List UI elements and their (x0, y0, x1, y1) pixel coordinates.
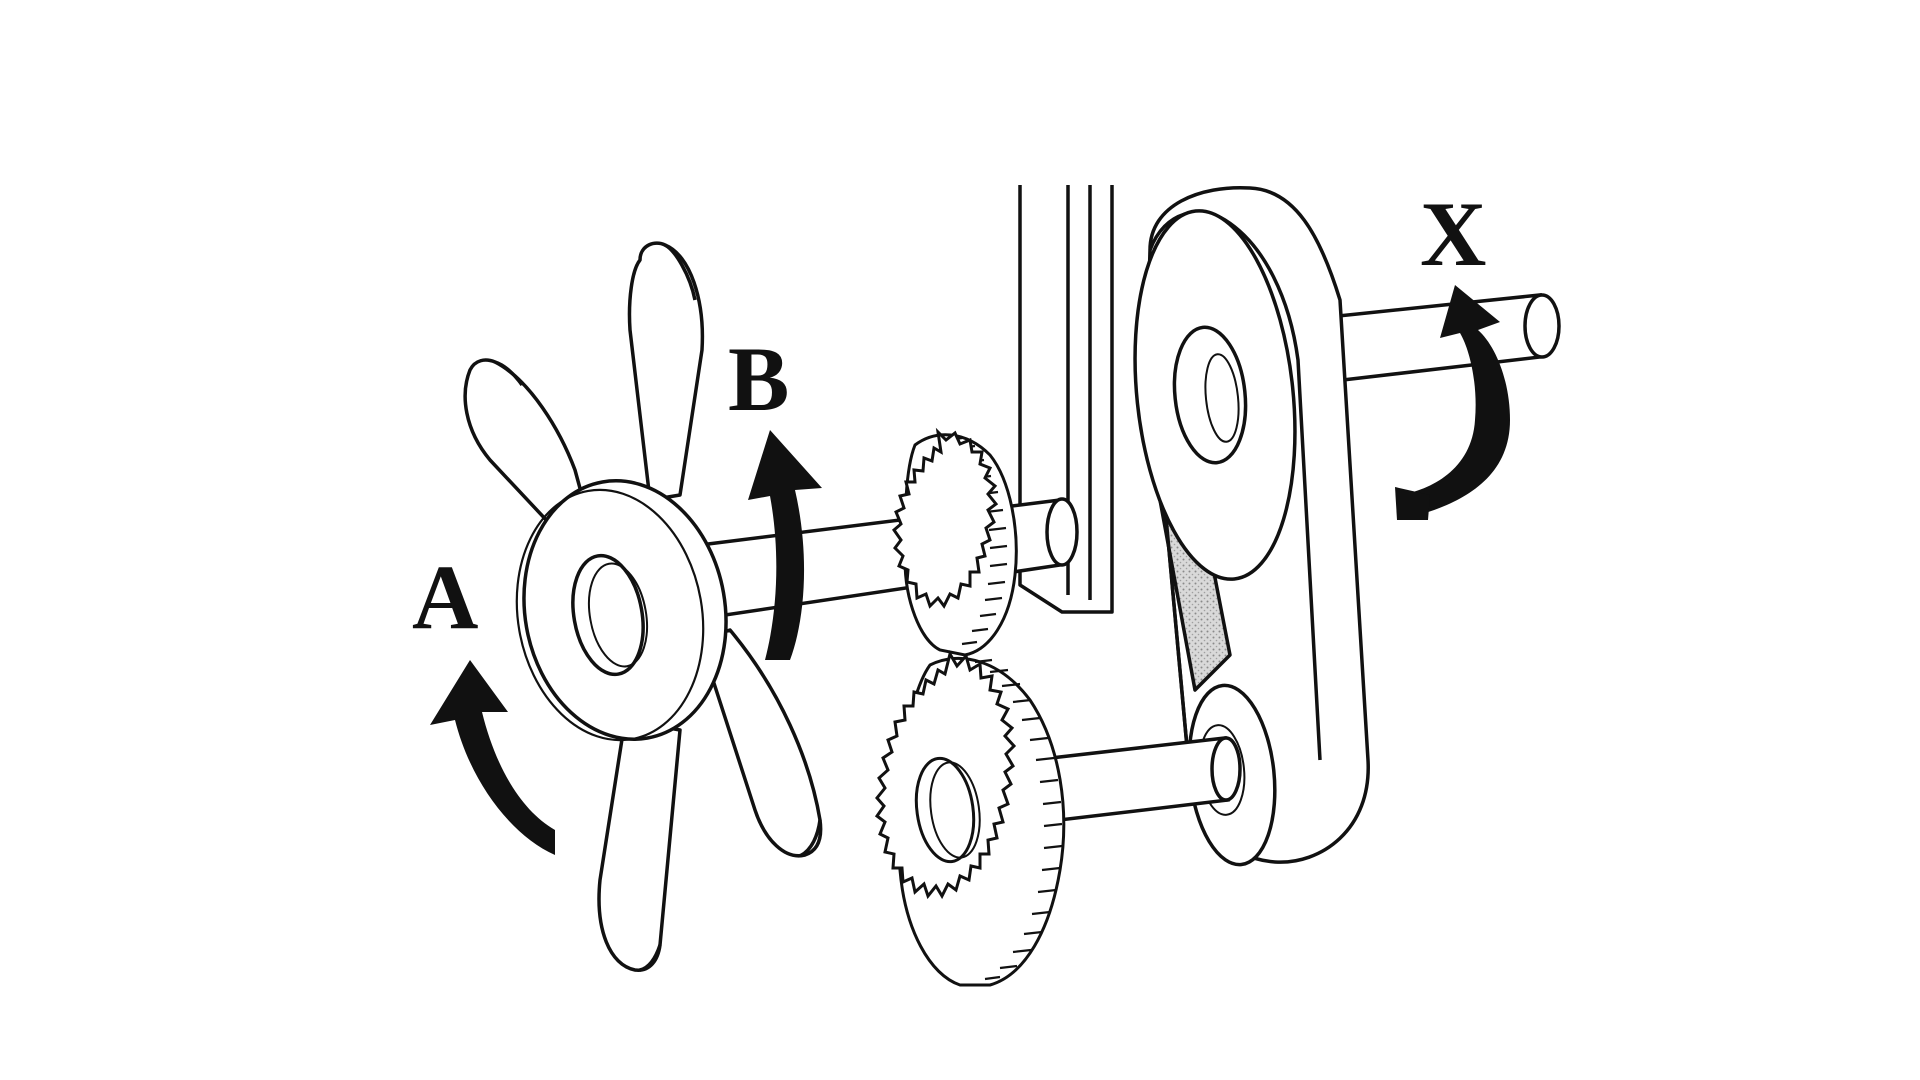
large-gear (874, 650, 1066, 987)
label-b: B (728, 328, 789, 430)
upper-pulley (1133, 209, 1297, 581)
arrow-x (1395, 285, 1510, 520)
fan (463, 241, 823, 972)
arrow-b (748, 430, 822, 660)
label-x: X (1420, 183, 1486, 285)
arrow-a (430, 660, 555, 855)
label-a: A (412, 546, 478, 648)
fan-shaft (698, 497, 1079, 621)
small-gear (891, 427, 1018, 657)
